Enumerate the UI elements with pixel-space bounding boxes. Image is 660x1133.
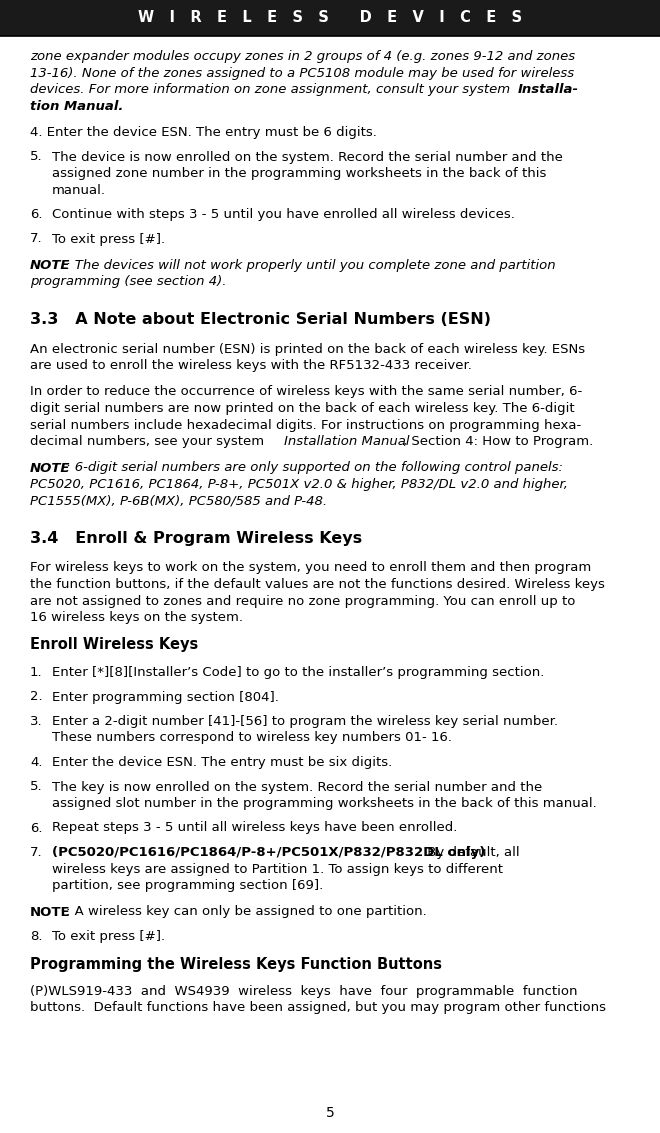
Text: NOTE: NOTE bbox=[30, 461, 71, 475]
Text: buttons.  Default functions have been assigned, but you may program other functi: buttons. Default functions have been ass… bbox=[30, 1002, 606, 1014]
Text: For wireless keys to work on the system, you need to enroll them and then progra: For wireless keys to work on the system,… bbox=[30, 562, 591, 574]
Text: : 6-digit serial numbers are only supported on the following control panels:: : 6-digit serial numbers are only suppor… bbox=[66, 461, 563, 475]
Text: the function buttons, if the default values are not the functions desired. Wirel: the function buttons, if the default val… bbox=[30, 578, 605, 591]
Text: devices. For more information on zone assignment, consult your system: devices. For more information on zone as… bbox=[30, 83, 514, 96]
Text: Enter [*][8][Installer’s Code] to go to the installer’s programming section.: Enter [*][8][Installer’s Code] to go to … bbox=[52, 666, 544, 679]
Text: 3.3   A Note about Electronic Serial Numbers (ESN): 3.3 A Note about Electronic Serial Numbe… bbox=[30, 312, 491, 327]
Text: 3.4   Enroll & Program Wireless Keys: 3.4 Enroll & Program Wireless Keys bbox=[30, 531, 362, 546]
Text: To exit press [#].: To exit press [#]. bbox=[52, 930, 165, 943]
Text: (PC5020/PC1616/PC1864/P-8+/PC501X/P832/P832DL only): (PC5020/PC1616/PC1864/P-8+/PC501X/P832/P… bbox=[52, 846, 485, 859]
Text: PC1555(MX), P-6B(MX), PC580/585 and P-48.: PC1555(MX), P-6B(MX), PC580/585 and P-48… bbox=[30, 494, 327, 508]
Text: digit serial numbers are now printed on the back of each wireless key. The 6-dig: digit serial numbers are now printed on … bbox=[30, 402, 575, 415]
Text: 7.: 7. bbox=[30, 846, 43, 859]
Text: Enter a 2-digit number [41]-[56] to program the wireless key serial number.: Enter a 2-digit number [41]-[56] to prog… bbox=[52, 715, 558, 729]
Text: programming (see section 4).: programming (see section 4). bbox=[30, 275, 226, 289]
Text: 6.: 6. bbox=[30, 821, 42, 835]
Text: 7.: 7. bbox=[30, 232, 43, 246]
Text: 4. Enter the device ESN. The entry must be 6 digits.: 4. Enter the device ESN. The entry must … bbox=[30, 126, 377, 139]
Text: Enter the device ESN. The entry must be six digits.: Enter the device ESN. The entry must be … bbox=[52, 756, 392, 769]
Text: assigned zone number in the programming worksheets in the back of this: assigned zone number in the programming … bbox=[52, 167, 546, 180]
Text: 1.: 1. bbox=[30, 666, 43, 679]
Text: An electronic serial number (ESN) is printed on the back of each wireless key. E: An electronic serial number (ESN) is pri… bbox=[30, 342, 585, 356]
Text: 6.: 6. bbox=[30, 208, 42, 221]
Text: The device is now enrolled on the system. Record the serial number and the: The device is now enrolled on the system… bbox=[52, 151, 563, 163]
Text: Continue with steps 3 - 5 until you have enrolled all wireless devices.: Continue with steps 3 - 5 until you have… bbox=[52, 208, 515, 221]
Text: Enter programming section [804].: Enter programming section [804]. bbox=[52, 690, 279, 704]
Text: Programming the Wireless Keys Function Buttons: Programming the Wireless Keys Function B… bbox=[30, 956, 442, 971]
Text: are not assigned to zones and require no zone programming. You can enroll up to: are not assigned to zones and require no… bbox=[30, 595, 576, 607]
Text: : The devices will not work properly until you complete zone and partition: : The devices will not work properly unt… bbox=[66, 259, 556, 272]
Text: To exit press [#].: To exit press [#]. bbox=[52, 232, 165, 246]
Text: The key is now enrolled on the system. Record the serial number and the: The key is now enrolled on the system. R… bbox=[52, 781, 543, 793]
Text: 5.: 5. bbox=[30, 781, 43, 793]
FancyBboxPatch shape bbox=[0, 0, 660, 36]
Text: 3.: 3. bbox=[30, 715, 43, 729]
Text: By default, all: By default, all bbox=[423, 846, 519, 859]
Text: Repeat steps 3 - 5 until all wireless keys have been enrolled.: Repeat steps 3 - 5 until all wireless ke… bbox=[52, 821, 457, 835]
Text: NOTE: NOTE bbox=[30, 259, 71, 272]
Text: assigned slot number in the programming worksheets in the back of this manual.: assigned slot number in the programming … bbox=[52, 796, 597, 810]
Text: Enroll Wireless Keys: Enroll Wireless Keys bbox=[30, 638, 198, 653]
Text: decimal numbers, see your system: decimal numbers, see your system bbox=[30, 435, 269, 448]
Text: partition, see programming section [69].: partition, see programming section [69]. bbox=[52, 879, 323, 892]
Text: , Section 4: How to Program.: , Section 4: How to Program. bbox=[403, 435, 593, 448]
Text: tion Manual.: tion Manual. bbox=[30, 100, 123, 112]
Text: 5.: 5. bbox=[30, 151, 43, 163]
Text: 8.: 8. bbox=[30, 930, 42, 943]
Text: 13-16). None of the zones assigned to a PC5108 module may be used for wireless: 13-16). None of the zones assigned to a … bbox=[30, 67, 574, 79]
Text: 4.: 4. bbox=[30, 756, 42, 769]
Text: NOTE: NOTE bbox=[30, 905, 71, 919]
Text: W   I   R   E   L   E   S   S      D   E   V   I   C   E   S: W I R E L E S S D E V I C E S bbox=[138, 10, 522, 26]
Text: zone expander modules occupy zones in 2 groups of 4 (e.g. zones 9-12 and zones: zone expander modules occupy zones in 2 … bbox=[30, 50, 575, 63]
Text: Installation Manual: Installation Manual bbox=[284, 435, 409, 448]
Text: are used to enroll the wireless keys with the RF5132-433 receiver.: are used to enroll the wireless keys wit… bbox=[30, 359, 472, 372]
Text: : A wireless key can only be assigned to one partition.: : A wireless key can only be assigned to… bbox=[66, 905, 427, 919]
Text: (P)WLS919-433  and  WS4939  wireless  keys  have  four  programmable  function: (P)WLS919-433 and WS4939 wireless keys h… bbox=[30, 985, 578, 998]
Text: wireless keys are assigned to Partition 1. To assign keys to different: wireless keys are assigned to Partition … bbox=[52, 862, 503, 876]
Text: 2.: 2. bbox=[30, 690, 43, 704]
Text: PC5020, PC1616, PC1864, P-8+, PC501X v2.0 & higher, P832/DL v2.0 and higher,: PC5020, PC1616, PC1864, P-8+, PC501X v2.… bbox=[30, 478, 568, 491]
Text: 16 wireless keys on the system.: 16 wireless keys on the system. bbox=[30, 611, 243, 624]
Text: In order to reduce the occurrence of wireless keys with the same serial number, : In order to reduce the occurrence of wir… bbox=[30, 385, 582, 399]
Text: 5: 5 bbox=[325, 1106, 335, 1121]
Text: manual.: manual. bbox=[52, 184, 106, 196]
Text: These numbers correspond to wireless key numbers 01- 16.: These numbers correspond to wireless key… bbox=[52, 732, 452, 744]
Text: Installa-: Installa- bbox=[518, 83, 579, 96]
Text: serial numbers include hexadecimal digits. For instructions on programming hexa-: serial numbers include hexadecimal digit… bbox=[30, 418, 581, 432]
